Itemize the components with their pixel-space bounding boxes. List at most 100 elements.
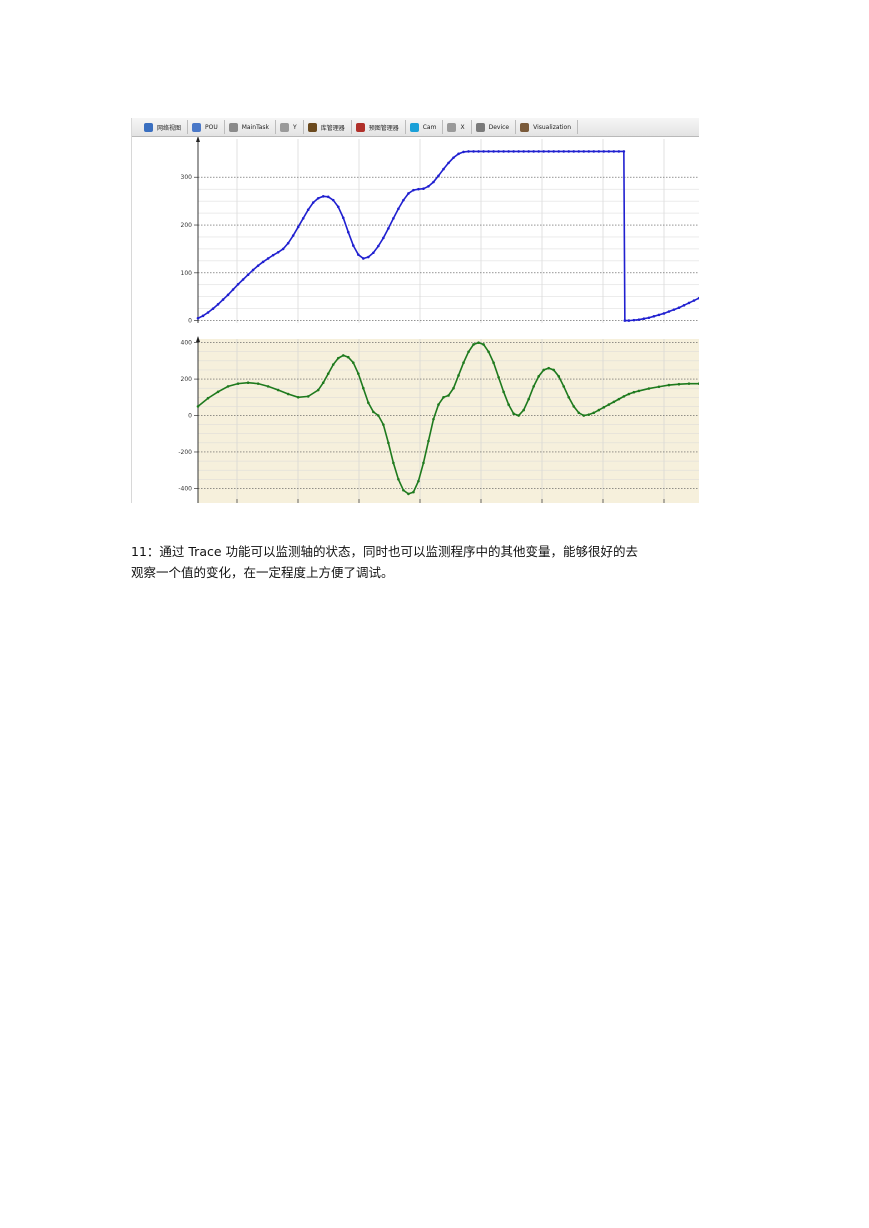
data-point (407, 492, 410, 496)
device-icon (475, 122, 485, 132)
tab-device[interactable]: Device (472, 120, 517, 134)
data-point (326, 195, 330, 199)
data-point (612, 400, 616, 404)
tab-预图管理器[interactable]: 预图管理器 (352, 120, 406, 134)
data-point (246, 381, 250, 385)
data-point (522, 150, 525, 153)
tab-label: POU (205, 123, 218, 131)
data-point (657, 385, 661, 389)
tab-pou[interactable]: POU (188, 120, 225, 134)
data-point (482, 343, 485, 346)
data-point (377, 414, 380, 417)
y-axis-arrow (196, 336, 200, 342)
y-tick-label: 300 (181, 174, 193, 181)
data-point (256, 382, 260, 385)
data-point (527, 397, 530, 401)
data-point (592, 411, 596, 415)
data-point (672, 308, 676, 311)
plot-area-2 (198, 339, 699, 503)
data-point (592, 150, 596, 153)
data-point (522, 408, 525, 412)
tab-库管理器[interactable]: 库管理器 (304, 120, 352, 134)
data-point (281, 247, 285, 251)
data-point (597, 150, 601, 153)
data-point (316, 388, 320, 392)
data-point (427, 185, 430, 188)
data-point (602, 406, 606, 409)
tab-label: 库管理器 (320, 124, 345, 132)
data-point (537, 375, 540, 378)
data-point (201, 314, 205, 318)
data-point (326, 372, 330, 375)
data-point (607, 150, 611, 153)
data-point (637, 389, 641, 393)
tab-maintask[interactable]: MainTask (225, 120, 277, 134)
data-point (211, 307, 215, 310)
data-point (537, 150, 540, 153)
data-point (291, 234, 295, 237)
data-point (542, 150, 545, 153)
data-point (412, 188, 415, 192)
y-tick-label: -200 (178, 449, 192, 456)
data-point (662, 312, 666, 315)
data-point (507, 150, 510, 153)
data-point (482, 150, 485, 153)
data-point (477, 150, 480, 153)
tab-网络视图[interactable]: 网络视图 (132, 120, 189, 134)
data-point (687, 382, 691, 385)
data-point (567, 396, 571, 399)
tab-cam[interactable]: Cam (406, 120, 444, 134)
tab-label: X (460, 123, 465, 131)
data-point (427, 439, 430, 443)
tab-visualization[interactable]: Visualization (516, 120, 579, 134)
tab-y[interactable]: Y (276, 120, 304, 134)
caption-paragraph: 11：通过 Trace 功能可以监测轴的状态，同时也可以监测程序中的其他变量，能… (131, 541, 751, 583)
data-point (647, 387, 651, 390)
data-point (492, 361, 495, 364)
data-point (532, 150, 535, 153)
data-point (402, 488, 405, 492)
data-point (296, 396, 300, 399)
data-point (677, 306, 681, 310)
data-point (667, 310, 671, 313)
y-tick-label: 200 (181, 376, 193, 383)
data-point (206, 311, 210, 314)
data-point (492, 150, 495, 153)
y-tick-label: 200 (181, 222, 193, 229)
data-point (587, 150, 591, 153)
data-point (442, 167, 445, 171)
data-point (497, 375, 500, 379)
data-point (697, 382, 699, 385)
data-point (246, 273, 250, 277)
data-point (697, 296, 699, 300)
data-point (352, 361, 355, 364)
data-point (442, 396, 445, 399)
data-point (422, 187, 425, 190)
data-point (241, 278, 245, 281)
tab-bar: 网络视图 POU MainTask Y 库管理器 预图管理器 Cam X Device Visua… (132, 118, 699, 137)
data-point (582, 150, 586, 153)
data-point (256, 264, 260, 267)
tab-label: MainTask (241, 123, 270, 131)
data-point (266, 257, 270, 260)
library-manager-icon (307, 122, 317, 132)
data-point (397, 207, 400, 211)
caption-line-1: 11：通过 Trace 功能可以监测轴的状态，同时也可以监测程序中的其他变量，能… (131, 544, 639, 559)
data-point (502, 390, 505, 394)
data-point (306, 395, 310, 398)
data-point (657, 313, 661, 317)
data-point (286, 241, 290, 245)
y-tick-label: 0 (188, 413, 192, 420)
y-tick-label: 100 (181, 270, 193, 277)
visualization-icon (520, 122, 530, 132)
data-point (407, 192, 410, 195)
data-point (276, 250, 280, 254)
data-point (677, 382, 681, 386)
data-point (667, 383, 671, 387)
data-point (632, 390, 636, 394)
tab-x[interactable]: X (443, 120, 472, 134)
tab-label: Cam (422, 123, 437, 131)
data-point (276, 388, 280, 392)
tab-label: 预图管理器 (368, 124, 399, 132)
data-point (397, 478, 400, 481)
